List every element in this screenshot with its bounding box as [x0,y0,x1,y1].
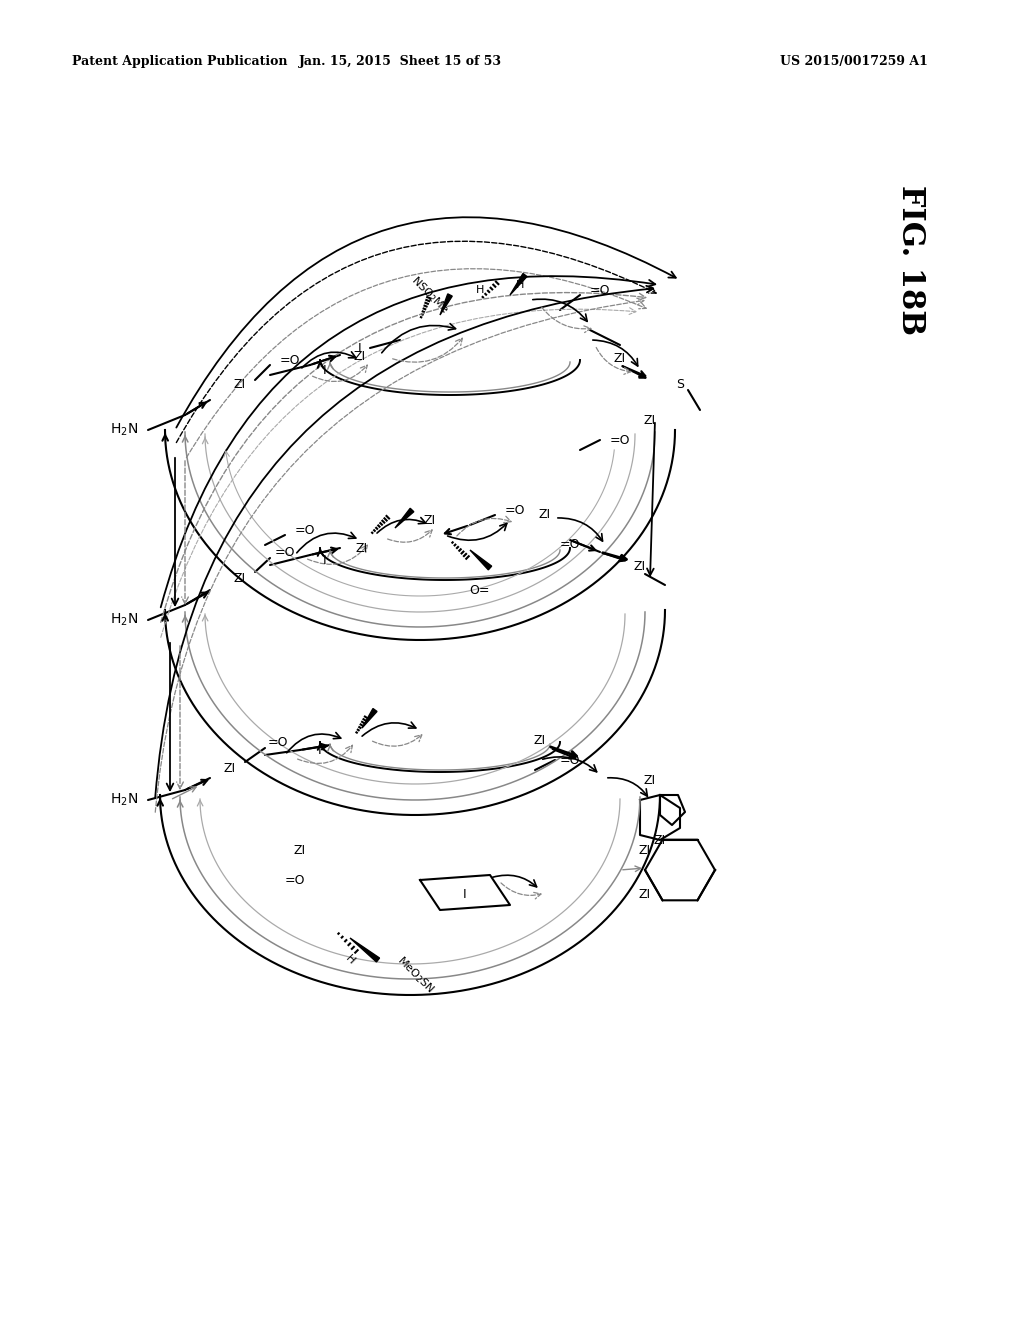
Text: $\mathregular{H_2N}$: $\mathregular{H_2N}$ [110,611,138,628]
Polygon shape [440,294,453,315]
Text: ZI: ZI [539,508,551,521]
Text: I: I [358,342,361,355]
Text: H: H [343,953,356,966]
Polygon shape [470,550,492,570]
Polygon shape [362,709,377,729]
Text: Jan. 15, 2015  Sheet 15 of 53: Jan. 15, 2015 Sheet 15 of 53 [299,55,502,69]
Text: =O: =O [285,874,305,887]
Text: Patent Application Publication: Patent Application Publication [72,55,288,69]
Text: I: I [463,888,467,902]
Polygon shape [510,273,527,294]
Text: ZI: ZI [233,379,246,392]
Text: I: I [324,553,327,566]
Text: H: H [516,280,524,290]
Text: =O: =O [560,754,581,767]
Text: ZI: ZI [634,561,646,573]
Text: US 2015/0017259 A1: US 2015/0017259 A1 [780,55,928,69]
Text: FIG. 18B: FIG. 18B [895,185,926,335]
Text: =O: =O [295,524,315,536]
Polygon shape [350,939,380,962]
Text: =O: =O [590,284,610,297]
Text: H: H [476,285,484,294]
Polygon shape [395,508,414,528]
Text: O=: O= [470,583,490,597]
Text: ZI: ZI [644,413,656,426]
Text: S: S [676,379,684,392]
Text: MeO$_2$SN: MeO$_2$SN [393,953,436,997]
Text: I: I [324,363,327,376]
Text: $\mathregular{H_2N}$: $\mathregular{H_2N}$ [110,422,138,438]
Text: ZI: ZI [294,843,306,857]
Text: ZI: ZI [233,572,246,585]
Text: I: I [318,743,322,756]
Text: ZI: ZI [654,833,666,846]
Text: =O: =O [505,503,525,516]
Text: =O: =O [560,539,581,552]
Text: ZI: ZI [644,774,656,787]
Text: ZI: ZI [639,888,651,902]
Text: ZI: ZI [614,351,626,364]
Text: ZI: ZI [356,541,368,554]
Text: =O: =O [610,433,631,446]
Text: $\mathregular{H_2N}$: $\mathregular{H_2N}$ [110,792,138,808]
Text: =O: =O [268,735,289,748]
Text: =O: =O [275,545,296,558]
Text: =O: =O [280,354,300,367]
Text: NSO$_2$Me: NSO$_2$Me [409,273,452,317]
Text: ZI: ZI [534,734,546,747]
Text: ZI: ZI [354,350,366,363]
Text: ZI: ZI [639,843,651,857]
Text: ZI: ZI [424,513,436,527]
Text: ZI: ZI [224,762,237,775]
